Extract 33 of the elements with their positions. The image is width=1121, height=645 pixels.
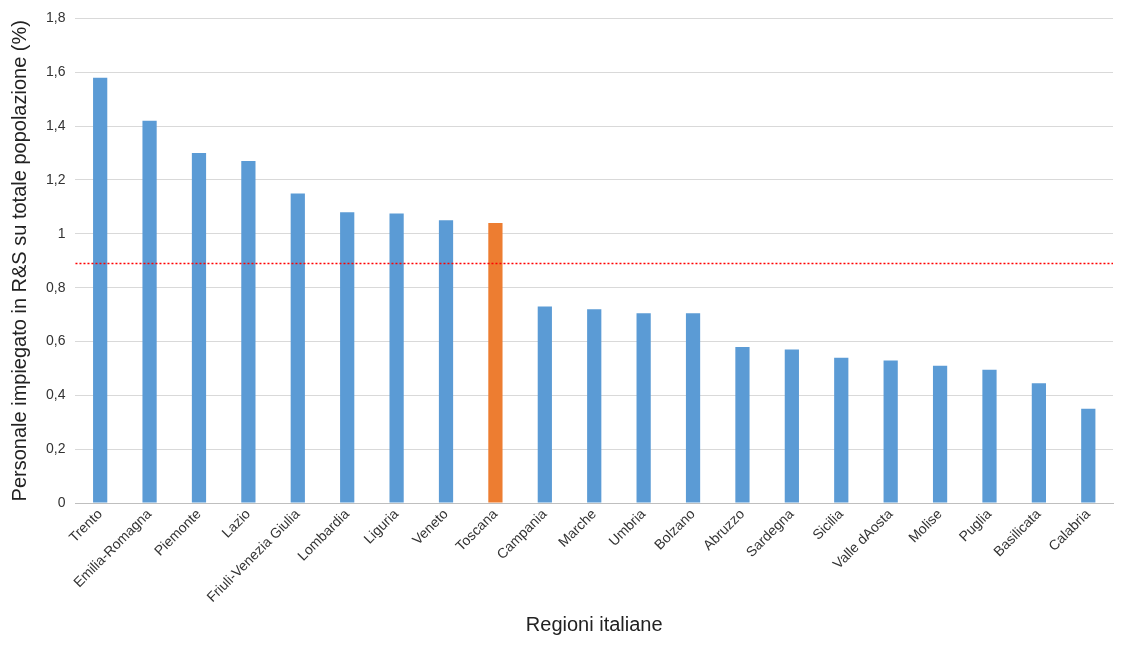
bar — [537, 306, 552, 503]
y-tick-label: 0 — [57, 493, 66, 510]
bar — [735, 346, 750, 503]
y-tick-label: 1,6 — [45, 63, 66, 80]
y-tick-label: 1,4 — [45, 116, 66, 133]
bar — [438, 220, 454, 503]
y-tick-label: 0,6 — [45, 332, 66, 349]
y-tick-label: 1,8 — [45, 9, 66, 26]
bar — [834, 357, 849, 503]
y-tick-label: 1 — [57, 224, 66, 241]
bar — [191, 153, 207, 503]
y-axis-title: Personale impiegato in R&S su totale popolazione (%) — [7, 20, 30, 502]
bar — [636, 313, 651, 503]
y-tick-label: 0,4 — [45, 386, 66, 403]
bar — [290, 193, 305, 503]
bar — [685, 313, 701, 503]
bar — [389, 213, 404, 503]
y-tick-label: 1,2 — [45, 170, 66, 187]
bar — [488, 223, 503, 503]
bar — [1031, 383, 1047, 503]
bar — [241, 161, 256, 503]
bar — [587, 309, 602, 503]
bar — [784, 349, 799, 503]
bar — [340, 212, 355, 503]
bar — [1081, 408, 1096, 503]
bar — [93, 77, 108, 503]
y-tick-label: 0,8 — [45, 278, 66, 295]
x-axis-title: Regioni italiane — [525, 612, 663, 635]
bar — [932, 365, 948, 503]
bar — [982, 369, 997, 503]
bar — [883, 360, 898, 503]
bar — [142, 120, 157, 503]
y-tick-label: 0,2 — [45, 440, 66, 457]
